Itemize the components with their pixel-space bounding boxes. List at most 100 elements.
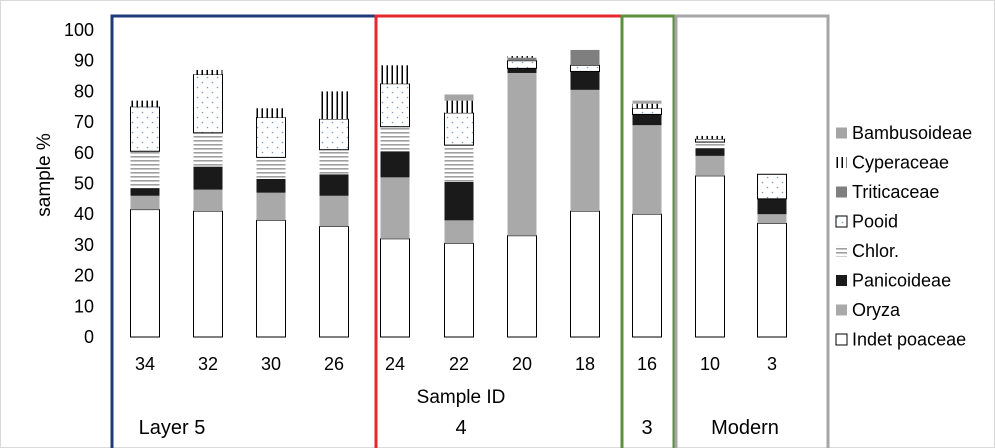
bar-segment-chlor-30 — [256, 157, 286, 179]
y-tick-label: 30 — [74, 235, 94, 255]
bar-segment-oryza-24 — [380, 177, 410, 239]
bar-segment-oryza-18 — [570, 89, 600, 212]
y-tick-label: 70 — [74, 112, 94, 132]
bar-segment-indet-poaceae-30 — [256, 219, 286, 338]
bar-segment-cyperaceae-32 — [193, 69, 223, 75]
bar-segment-oryza-3 — [757, 214, 787, 224]
bar-segment-cyperaceae-16 — [632, 103, 662, 109]
bar-segment-cyperaceae-34 — [130, 100, 160, 107]
x-axis-ticks: 34 32 30 26 24 22 20 18 16 10 3 — [135, 354, 777, 374]
x-tick-label-10: 10 — [700, 354, 720, 374]
legend-label-oryza: Oryza — [852, 300, 901, 320]
bar-segment-chlor-34 — [130, 151, 160, 189]
bar-segment-chlor-24 — [380, 126, 410, 152]
bar-segment-chlor-32 — [193, 132, 223, 167]
bar-segment-indet-poaceae-26 — [319, 225, 349, 338]
bar-segment-cyperaceae-10 — [695, 135, 725, 139]
bar-segment-oryza-34 — [130, 195, 160, 210]
bar-segment-pooid-3 — [757, 173, 787, 200]
bar-segment-pooid-18 — [570, 64, 600, 72]
x-tick-label-26: 26 — [324, 354, 344, 374]
x-tick-label-20: 20 — [512, 354, 532, 374]
y-tick-label: 90 — [74, 51, 94, 71]
bar-segment-panicoideae-32 — [193, 166, 223, 190]
legend-label-triticaceae: Triticaceae — [852, 182, 939, 202]
x-tick-label-30: 30 — [261, 354, 281, 374]
x-axis-title: Sample ID — [417, 387, 506, 408]
legend: Bambusoideae Cyperaceae Triticaceae Pooid Ch… — [835, 123, 972, 350]
bar-segment-indet-poaceae-22 — [444, 242, 474, 338]
y-tick-label: 20 — [74, 266, 94, 286]
bar-segment-indet-poaceae-16 — [632, 213, 662, 338]
bar-segment-cyperaceae-24 — [380, 65, 410, 84]
legend-swatch-chlor — [836, 245, 847, 257]
bar-segment-oryza-32 — [193, 189, 223, 212]
bar-segment-oryza-16 — [632, 125, 662, 215]
bar-segment-panicoideae-24 — [380, 151, 410, 178]
bar-segment-oryza-20 — [507, 72, 537, 236]
bar-segment-indet-poaceae-10 — [695, 175, 725, 338]
bar-segment-bambusoideae-22 — [444, 94, 474, 101]
bar-segment-indet-poaceae-20 — [507, 235, 537, 338]
y-axis: 0 10 20 30 40 50 60 70 80 90 100 — [64, 20, 94, 347]
bar-segment-pooid-22 — [444, 112, 474, 146]
x-tick-label-16: 16 — [637, 354, 657, 374]
group-frame-3 — [620, 14, 676, 448]
x-tick-label-32: 32 — [198, 354, 218, 374]
group-label-modern: Modern — [711, 417, 779, 439]
bar-segment-cyperaceae-30 — [256, 108, 286, 118]
y-tick-label: 100 — [64, 20, 94, 40]
legend-label-indet-poaceae: Indet poaceae — [852, 330, 966, 350]
legend-label-panicoideae: Panicoideae — [852, 271, 951, 291]
bar-segment-panicoideae-10 — [695, 148, 725, 156]
bar-segment-panicoideae-3 — [757, 198, 787, 215]
bar-segment-panicoideae-26 — [319, 174, 349, 196]
bar-segment-indet-poaceae-32 — [193, 210, 223, 338]
legend-label-cyperaceae: Cyperaceae — [852, 153, 949, 173]
x-tick-label-22: 22 — [449, 354, 469, 374]
group-label-4: 4 — [455, 417, 466, 439]
bar-segment-panicoideae-20 — [507, 68, 537, 73]
bar-segment-panicoideae-30 — [256, 178, 286, 193]
group-frame-modern — [674, 14, 830, 448]
bar-segment-chlor-10 — [695, 142, 725, 149]
bar-segment-pooid-34 — [130, 106, 160, 152]
y-axis-title: sample % — [34, 133, 55, 217]
bar-segment-pooid-16 — [632, 107, 662, 115]
bar-segment-triticaceae-20 — [507, 57, 537, 61]
bar-segment-indet-poaceae-24 — [380, 238, 410, 338]
bar-segment-pooid-10 — [695, 138, 725, 143]
bar-segment-panicoideae-34 — [130, 188, 160, 196]
x-tick-label-18: 18 — [575, 354, 595, 374]
legend-label-pooid: Pooid — [852, 212, 898, 232]
bar-segment-panicoideae-22 — [444, 181, 474, 221]
legend-label-chlor: Chlor. — [852, 241, 899, 261]
legend-swatch-panicoideae — [836, 275, 847, 286]
bars — [130, 49, 787, 338]
bar-segment-cyperaceae-26 — [319, 91, 349, 120]
y-tick-label: 80 — [74, 81, 94, 101]
legend-swatch-bambusoideae — [836, 127, 847, 139]
bar-segment-cyperaceae-22 — [444, 100, 474, 113]
x-tick-label-24: 24 — [385, 354, 405, 374]
group-labels: Layer 5 4 3 Modern — [139, 417, 779, 439]
bar-segment-chlor-26 — [319, 149, 349, 175]
bar-segment-pooid-26 — [319, 118, 349, 151]
y-tick-label: 40 — [74, 204, 94, 224]
bar-segment-pooid-30 — [256, 116, 286, 158]
bar-segment-triticaceae-18 — [570, 49, 600, 66]
x-tick-label-34: 34 — [135, 354, 155, 374]
legend-swatch-triticaceae — [836, 186, 847, 198]
bar-segment-oryza-26 — [319, 195, 349, 227]
bar-segment-oryza-30 — [256, 192, 286, 221]
bar-segment-indet-poaceae-18 — [570, 210, 600, 338]
bar-segment-cyperaceae-20 — [507, 56, 537, 58]
bar-segment-panicoideae-16 — [632, 114, 662, 126]
y-tick-label: 0 — [84, 327, 94, 347]
bar-segment-indet-poaceae-3 — [757, 222, 787, 338]
y-tick-label: 60 — [74, 143, 94, 163]
legend-label-bambusoideae: Bambusoideae — [852, 123, 972, 143]
legend-swatch-indet-poaceae — [835, 333, 848, 346]
group-label-3: 3 — [641, 417, 652, 439]
